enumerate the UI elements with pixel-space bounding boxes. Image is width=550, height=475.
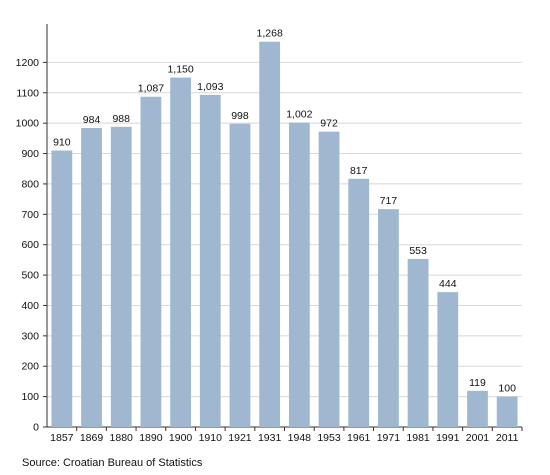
data-label: 100 [498, 383, 516, 395]
y-tick-label: 900 [21, 148, 39, 160]
bar [140, 96, 162, 427]
x-tick-label: 1991 [436, 432, 460, 444]
data-label: 444 [439, 278, 457, 290]
bar [288, 122, 310, 428]
bar [318, 131, 340, 427]
data-label: 817 [350, 165, 368, 177]
x-tick-label: 2011 [496, 432, 519, 444]
x-tick-label: 1910 [199, 432, 223, 444]
y-tick-label: 1100 [16, 87, 39, 99]
x-tick-label: 1921 [228, 432, 252, 444]
source-note: Source: Croatian Bureau of Statistics [22, 457, 203, 469]
x-tick-label: 1981 [406, 432, 430, 444]
bar [259, 41, 281, 427]
data-label: 1,268 [257, 28, 283, 40]
data-label: 972 [320, 118, 338, 130]
data-label: 119 [469, 377, 486, 389]
x-tick-label: 1961 [347, 432, 371, 444]
x-tick-label: 1869 [80, 432, 104, 444]
data-label: 1,093 [197, 81, 223, 93]
data-label: 988 [112, 113, 130, 125]
y-tick-label: 400 [21, 300, 39, 312]
x-tick-label: 2001 [466, 432, 490, 444]
x-tick-label: 1931 [258, 432, 282, 444]
bar [51, 150, 73, 427]
data-label: 984 [83, 114, 101, 126]
data-label: 998 [231, 110, 249, 122]
x-tick-label: 1971 [377, 432, 401, 444]
y-tick-label: 800 [21, 178, 39, 190]
y-tick-label: 700 [21, 209, 39, 221]
x-tick-label: 1880 [110, 432, 134, 444]
bar [229, 123, 251, 427]
x-tick-label: 1948 [288, 432, 312, 444]
bar [467, 390, 488, 427]
data-label: 1,087 [138, 83, 164, 95]
data-label: 1,150 [167, 64, 193, 76]
x-tick-label: 1900 [169, 432, 193, 444]
y-tick-label: 1000 [16, 118, 40, 130]
bar [110, 126, 132, 428]
x-tick-label: 1890 [139, 432, 163, 444]
data-label: 717 [380, 195, 398, 207]
data-label: 910 [53, 137, 71, 149]
bar [170, 77, 191, 428]
bar [496, 396, 518, 427]
bar [348, 178, 370, 427]
x-tick-label: 1953 [317, 432, 341, 444]
y-tick-label: 300 [21, 330, 39, 342]
y-tick-label: 600 [21, 239, 39, 251]
x-tick-label: 1857 [50, 432, 74, 444]
y-tick-label: 100 [21, 391, 39, 403]
bar [81, 128, 102, 427]
bar [437, 292, 459, 427]
y-tick-label: 0 [33, 422, 39, 434]
y-tick-label: 1200 [16, 57, 40, 69]
data-label: 1,002 [286, 109, 312, 121]
bar [378, 209, 399, 427]
bar [407, 258, 429, 427]
data-label: 553 [409, 245, 427, 257]
bar [199, 94, 221, 428]
y-tick-label: 200 [21, 361, 39, 373]
y-tick-label: 500 [21, 270, 39, 282]
